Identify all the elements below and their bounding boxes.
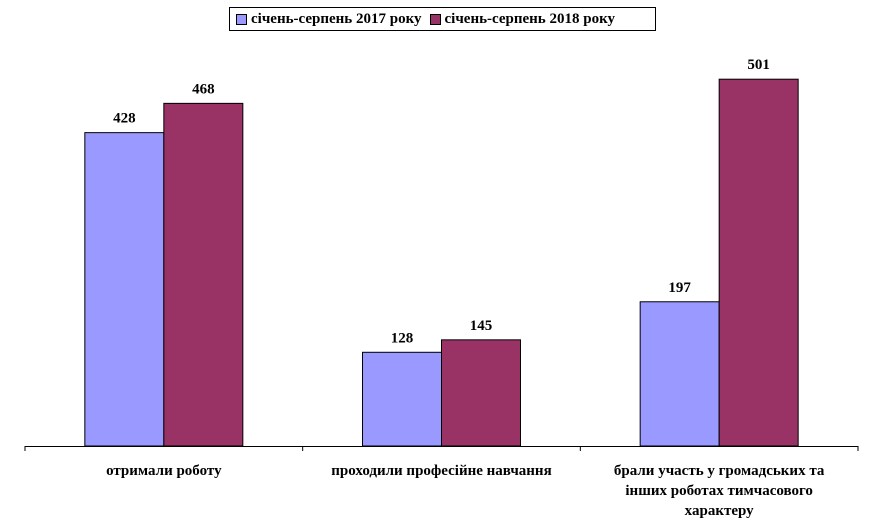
data-label-3-series-2: 501 <box>747 57 770 73</box>
chart-legend: січень-серпень 2017 року січень-серпень … <box>229 7 656 31</box>
data-label-1-series-2: 468 <box>192 81 215 97</box>
category-label-3-line-1: брали участь у громадських та <box>613 463 825 479</box>
legend-swatch-2018 <box>429 13 441 25</box>
category-label-3-line-3: характеру <box>684 503 754 519</box>
bar-2-series-2 <box>441 339 521 447</box>
category-label-3-line-2: інших роботах тимчасового <box>625 483 813 499</box>
data-label-2-series-2: 145 <box>470 318 493 334</box>
bar-3-series-1 <box>639 301 720 447</box>
legend-swatch-2017 <box>236 13 247 25</box>
category-label-2-line-1: проходили професійне навчання <box>331 463 552 479</box>
bar-2-series-1 <box>362 351 442 447</box>
legend-label-2018: січень-серпень 2018 року <box>444 10 616 27</box>
bar-1-series-1 <box>84 132 165 447</box>
data-label-3-series-1: 197 <box>668 280 691 296</box>
bar-1-series-2 <box>163 102 244 447</box>
category-label-2: проходили професійне навчання <box>303 461 581 481</box>
legend-item-2017: січень-серпень 2017 року <box>236 11 422 28</box>
bar-3-series-2 <box>718 78 799 447</box>
category-label-1-line-1: отримали роботу <box>106 463 222 479</box>
legend-label-2017: січень-серпень 2017 року <box>251 10 422 27</box>
category-label-3: брали участь у громадських та інших робот… <box>580 461 858 521</box>
data-label-1-series-1: 428 <box>113 111 136 127</box>
data-label-2-series-1: 128 <box>391 330 414 346</box>
category-label-1: отримали роботу <box>25 461 303 481</box>
legend-item-2018: січень-серпень 2018 року <box>429 10 616 28</box>
